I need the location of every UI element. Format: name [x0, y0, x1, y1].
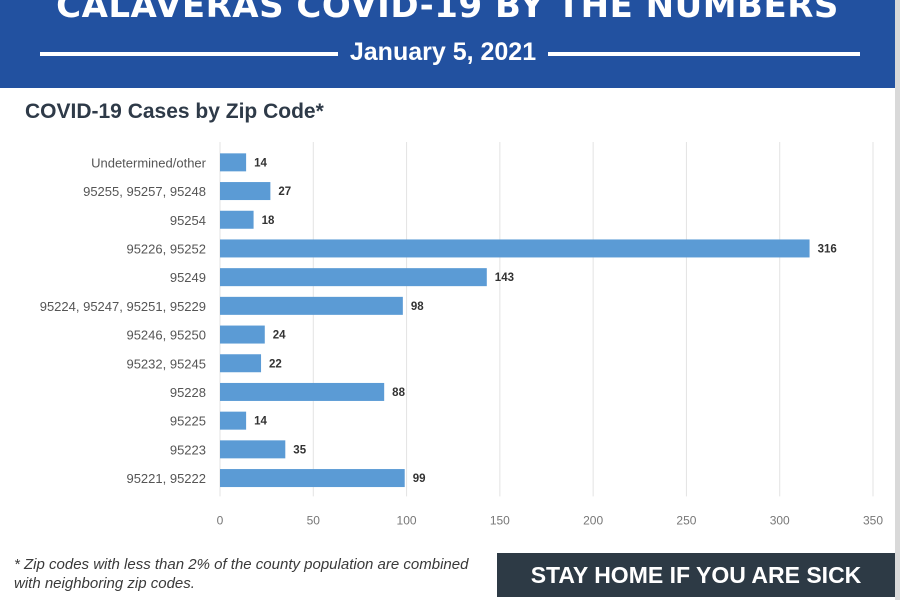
- category-label: 95249: [170, 270, 206, 285]
- x-tick-label: 150: [490, 513, 510, 525]
- x-tick-label: 0: [217, 513, 224, 525]
- category-label: 95223: [170, 442, 206, 457]
- category-label: 95224, 95247, 95251, 95229: [40, 299, 206, 314]
- value-label: 14: [254, 416, 267, 428]
- x-tick-label: 300: [770, 513, 790, 525]
- bar: [220, 210, 254, 229]
- value-label: 22: [269, 358, 282, 370]
- category-label: 95228: [170, 385, 206, 400]
- x-tick-label: 50: [307, 513, 321, 525]
- page-title: CALAVERAS COVID-19 BY THE NUMBERS: [56, 0, 839, 26]
- bar: [220, 382, 385, 401]
- category-label: 95226, 95252: [126, 241, 206, 256]
- x-tick-label: 250: [676, 513, 696, 525]
- value-label: 14: [254, 157, 267, 169]
- category-label: 95232, 95245: [126, 356, 206, 371]
- bar: [220, 239, 810, 258]
- value-label: 143: [495, 272, 514, 284]
- category-label: 95221, 95222: [126, 471, 206, 486]
- date-row: January 5, 2021: [40, 38, 860, 68]
- date-divider-left: [40, 52, 338, 56]
- chart-title: COVID-19 Cases by Zip Code*: [25, 100, 324, 123]
- value-label: 24: [273, 330, 286, 342]
- value-label: 27: [278, 186, 291, 198]
- page-edge: [895, 0, 900, 600]
- bar: [220, 469, 405, 488]
- category-label: Undetermined/other: [91, 155, 207, 170]
- date-divider-right: [548, 52, 860, 56]
- bar-chart: 0 50 100 150 200 250 300 350 Undetermined/other 1…: [40, 142, 883, 525]
- bar: [220, 182, 271, 201]
- date-label: January 5, 2021: [349, 38, 537, 66]
- value-label: 18: [262, 215, 275, 227]
- value-label: 316: [818, 243, 837, 255]
- value-label: 88: [392, 387, 405, 399]
- bar: [220, 296, 403, 315]
- bar: [220, 153, 247, 172]
- bar: [220, 440, 286, 459]
- stay-home-banner: STAY HOME IF YOU ARE SICK: [497, 553, 895, 597]
- category-label: 95225: [170, 414, 206, 429]
- value-label: 35: [293, 444, 306, 456]
- bar: [220, 325, 265, 344]
- value-label: 98: [411, 301, 424, 313]
- bar: [220, 411, 247, 430]
- x-tick-label: 200: [583, 513, 603, 525]
- bar: [220, 354, 262, 373]
- header-banner: CALAVERAS COVID-19 BY THE NUMBERS Januar…: [0, 0, 895, 88]
- category-label: 95254: [170, 213, 206, 228]
- x-tick-label: 350: [863, 513, 883, 525]
- footnote: * Zip codes with less than 2% of the cou…: [14, 556, 469, 592]
- category-label: 95255, 95257, 95248: [83, 184, 206, 199]
- category-label: 95246, 95250: [126, 328, 206, 343]
- bar: [220, 268, 487, 287]
- x-tick-label: 100: [397, 513, 417, 525]
- value-label: 99: [413, 473, 426, 485]
